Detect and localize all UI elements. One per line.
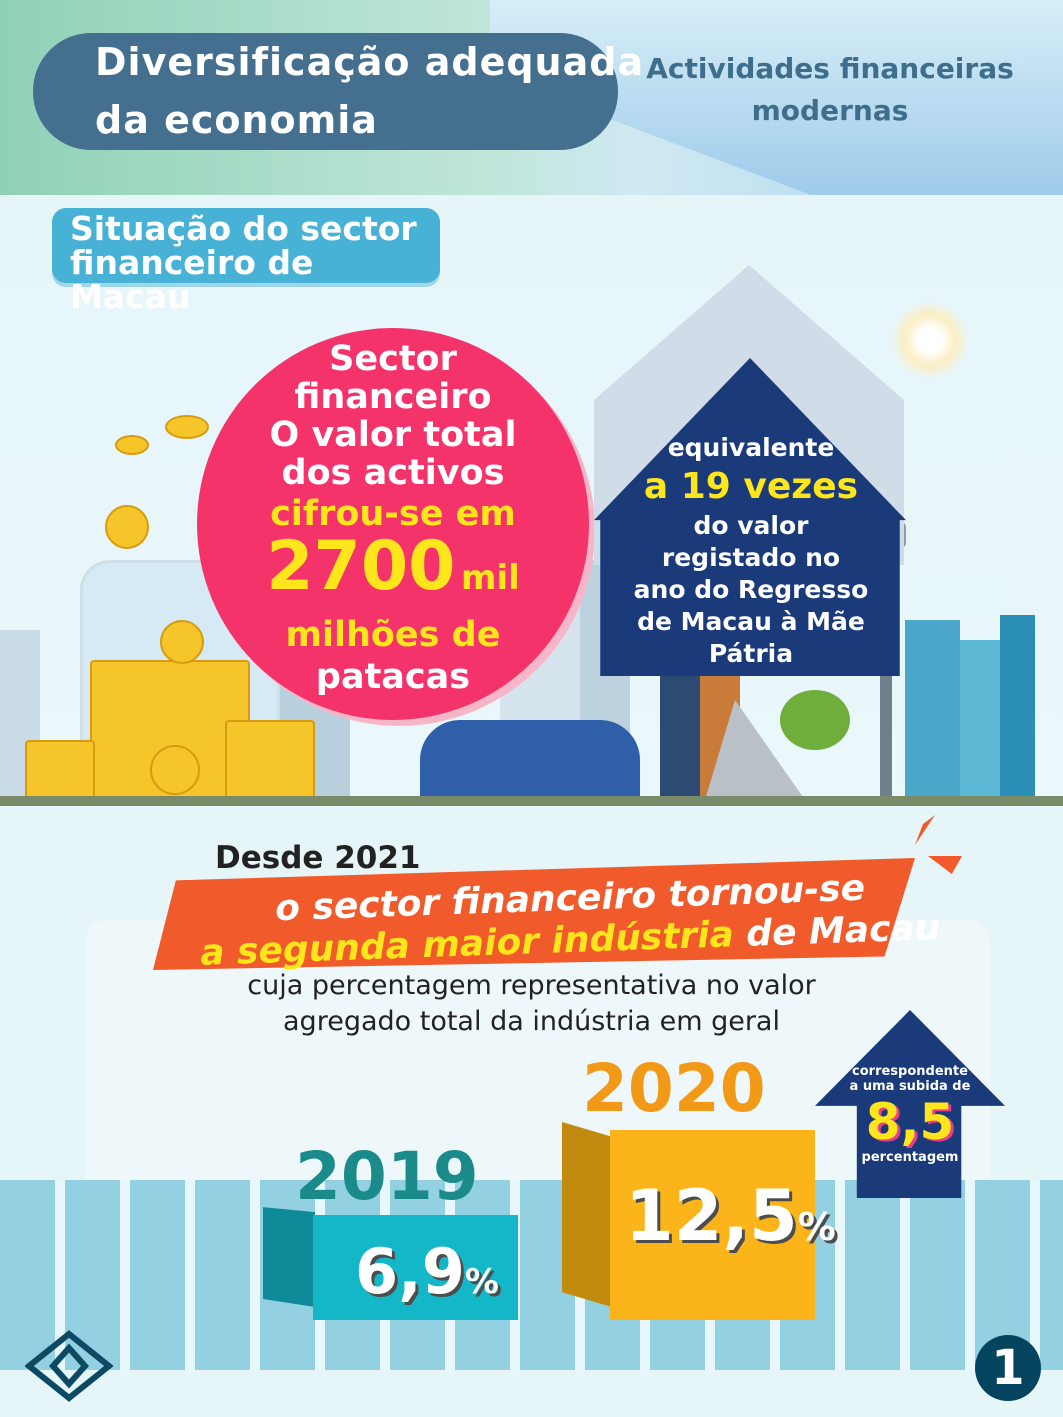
- bar-2020: [610, 1130, 815, 1320]
- circle-line8: patacas: [315, 657, 471, 697]
- section-title-line1: Actividades financeiras: [646, 52, 1014, 85]
- caption-line1: cuja percentagem representativa no valor: [247, 970, 816, 1001]
- subtitle-line2: financeiro de Macau: [70, 243, 314, 316]
- section-title-line2: modernas: [751, 94, 909, 127]
- total-assets-unit: mil: [461, 558, 520, 598]
- circle-line7: milhões de: [285, 615, 501, 655]
- bar-value-2019: 6,9%: [355, 1235, 499, 1308]
- increase-text: correspondente a uma subida de 8,5 perce…: [815, 1064, 1005, 1165]
- caption-line2: agregado total da indústria em geral: [283, 1006, 780, 1037]
- arrow-line6: de Macau à Mãe: [637, 607, 865, 636]
- arrow-line1: equivalente: [667, 433, 835, 462]
- bar-label-2019: 2019: [295, 1138, 479, 1215]
- bar-2020-side: [562, 1122, 612, 1307]
- unit-2020: %: [797, 1205, 836, 1249]
- sun-icon: [890, 300, 970, 380]
- page-title-line1: Diversificação adequada: [95, 40, 645, 84]
- increase-line4: percentagem: [861, 1150, 959, 1165]
- arrow-highlight: a 19 vezes: [643, 466, 859, 507]
- bar-label-2020: 2020: [582, 1050, 766, 1127]
- increase-value: 8,5: [865, 1093, 955, 1151]
- subtitle-line1: Situação do sector: [70, 209, 417, 248]
- page-title-line2: da economia: [95, 98, 378, 142]
- circle-line5: cifrou-se em: [270, 494, 516, 534]
- bar-2019-side: [263, 1207, 315, 1307]
- accent-mark: [915, 815, 935, 845]
- value-2020: 12,5: [625, 1175, 798, 1257]
- section-title: Actividades financeiras modernas: [640, 48, 1020, 132]
- arrow-line4: registado no: [661, 543, 841, 572]
- circle-line2: financeiro: [294, 377, 492, 417]
- accent-mark: [928, 856, 962, 874]
- arrow-line5: ano do Regresso: [633, 575, 869, 604]
- bar-value-2020: 12,5%: [625, 1175, 836, 1257]
- arrow-text: equivalente a 19 vezes do valor registad…: [620, 432, 882, 670]
- since-label: Desde 2021: [215, 840, 421, 876]
- arrow-line7: Pátria: [708, 639, 794, 668]
- ground: [0, 796, 1063, 806]
- title-pill: [33, 33, 618, 150]
- banner-rest: de Macau: [733, 907, 941, 956]
- total-assets-value: 2700: [266, 527, 456, 606]
- section-subtitle: Situação do sector financeiro de Macau: [52, 208, 440, 314]
- bar-2019: [313, 1215, 518, 1320]
- unit-2019: %: [464, 1262, 499, 1302]
- page-number: 1: [975, 1335, 1041, 1401]
- circle-line3: O valor total: [269, 415, 517, 455]
- circle-line4: dos activos: [281, 453, 505, 493]
- increase-line1: correspondente: [852, 1064, 968, 1079]
- decorative-stripes: [0, 1180, 1063, 1380]
- circle-line1: Sector: [329, 339, 457, 379]
- footer-band: [0, 1370, 1063, 1417]
- value-2019: 6,9: [355, 1235, 465, 1308]
- total-assets-circle: Sector financeiro O valor total dos acti…: [197, 328, 589, 720]
- increase-line2: a uma subida de: [849, 1079, 971, 1094]
- arrow-line3: do valor: [693, 511, 809, 540]
- logo-icon: [25, 1330, 113, 1402]
